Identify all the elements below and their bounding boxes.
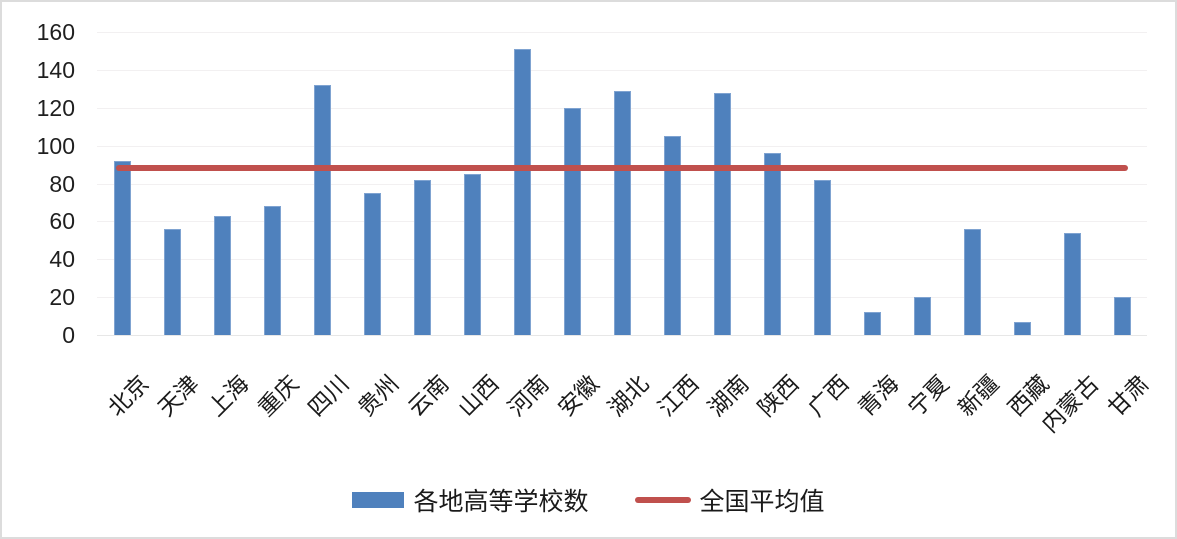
legend-item-bar-series: 各地高等学校数: [352, 482, 589, 518]
bar-6: [363, 192, 381, 335]
bar-2: [163, 228, 181, 335]
x-axis-label: 天津: [153, 370, 204, 422]
bar-13: [713, 92, 731, 335]
gridline: [97, 69, 1147, 71]
x-axis-label: 湖北: [603, 370, 654, 422]
y-axis-label: 120: [36, 94, 75, 121]
y-axis-label: 100: [36, 132, 75, 159]
bar-3: [213, 215, 231, 335]
bar-10: [563, 107, 581, 335]
x-axis-label: 广西: [803, 370, 854, 422]
x-axis-label: 青海: [853, 370, 904, 422]
bar-18: [963, 228, 981, 335]
x-axis-label: 山西: [453, 370, 504, 422]
legend-item-line-series: 全国平均值: [634, 482, 825, 518]
bar-21: [1113, 297, 1131, 335]
x-axis-label: 内蒙古: [1037, 370, 1104, 438]
bar-7: [413, 179, 431, 335]
x-axis-label: 云南: [403, 370, 454, 422]
bar-17: [913, 297, 931, 335]
bar-14: [763, 153, 781, 335]
average-line: [116, 165, 1128, 172]
y-axis-label: 60: [49, 208, 75, 235]
x-axis-line: [97, 335, 1147, 336]
bar-19: [1013, 321, 1031, 335]
bar-12: [663, 136, 681, 335]
bar-4: [263, 206, 281, 335]
legend: 各地高等学校数 全国平均值: [2, 482, 1175, 518]
x-axis-label: 新疆: [953, 370, 1004, 422]
x-axis-label: 江西: [653, 370, 704, 422]
bar-series-swatch-icon: [352, 492, 405, 508]
x-axis-label: 甘肃: [1103, 370, 1154, 422]
y-axis-label: 40: [49, 246, 75, 273]
y-axis-label: 20: [49, 284, 75, 311]
y-axis-label: 80: [49, 170, 75, 197]
y-axis-label: 0: [62, 322, 75, 348]
x-axis-label: 上海: [203, 370, 254, 422]
bar-9: [513, 49, 531, 335]
x-axis-label: 宁夏: [903, 370, 954, 422]
bar-8: [463, 174, 481, 335]
bar-15: [813, 179, 831, 335]
y-axis-label: 160: [36, 19, 75, 45]
x-axis-label: 重庆: [253, 370, 304, 422]
y-axis-label: 140: [36, 56, 75, 83]
x-axis-label: 四川: [303, 370, 354, 422]
bar-1: [113, 160, 131, 335]
x-axis-label: 河南: [503, 370, 554, 422]
x-axis-label: 陕西: [753, 370, 804, 422]
x-axis-label: 安徽: [553, 370, 604, 422]
x-axis-label: 贵州: [353, 370, 404, 422]
bar-series-label: 各地高等学校数: [413, 489, 589, 516]
line-series-label: 全国平均值: [699, 489, 825, 516]
gridline: [97, 32, 1147, 33]
bar-20: [1063, 232, 1081, 335]
x-axis-label: 北京: [103, 370, 154, 422]
line-series-swatch-icon: [634, 497, 691, 503]
bar-11: [613, 90, 631, 335]
x-axis-label: 湖南: [703, 370, 754, 422]
bar-16: [863, 312, 881, 335]
bar-5: [313, 85, 331, 335]
